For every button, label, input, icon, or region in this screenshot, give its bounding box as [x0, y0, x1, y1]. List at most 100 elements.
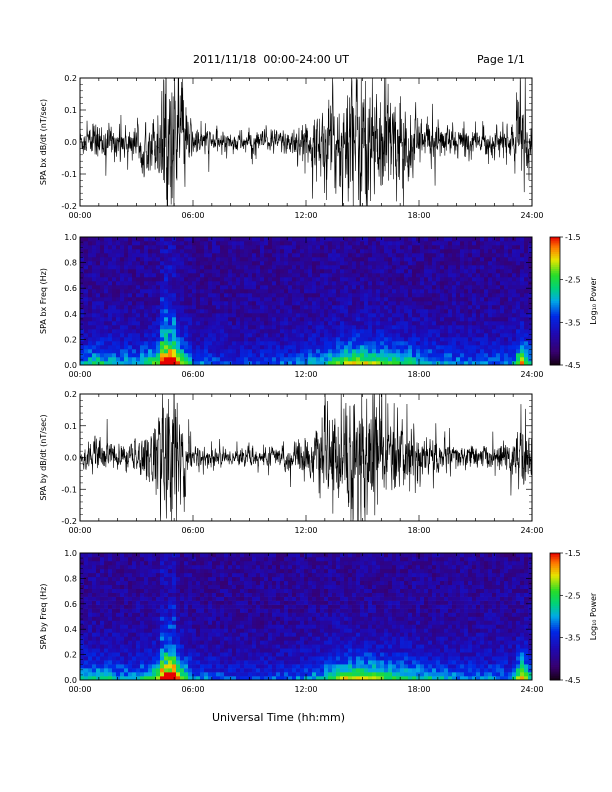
- spectrogram-cell: [288, 253, 293, 258]
- spectrogram-cell: [196, 564, 201, 570]
- spectrogram-cell: [104, 584, 109, 590]
- spectrogram-cell: [312, 241, 317, 246]
- spectrogram-cell: [236, 345, 241, 350]
- spectrogram-cell: [468, 277, 473, 282]
- spectrogram-cell: [336, 293, 341, 298]
- spectrogram-cell: [80, 628, 85, 633]
- spectrogram-cell: [432, 253, 437, 258]
- spectrogram-cell: [424, 273, 429, 278]
- spectrogram-cell: [180, 553, 185, 558]
- spectrogram-cell: [460, 289, 465, 294]
- spectrogram-cell: [124, 640, 129, 645]
- spectrogram-cell: [120, 261, 125, 266]
- spectrogram-cell: [320, 277, 325, 282]
- spectrogram-cell: [384, 305, 389, 310]
- spectrogram-cell: [116, 309, 121, 314]
- spectrogram-cell: [220, 265, 225, 270]
- spectrogram-cell: [488, 345, 493, 350]
- spectrogram-cell: [296, 237, 301, 242]
- spectrogram-cell: [264, 241, 269, 246]
- spectrogram-cell: [300, 329, 305, 334]
- spectrogram-cell: [148, 600, 153, 605]
- spectrogram-cell: [164, 632, 169, 637]
- spectrogram-cell: [132, 317, 137, 322]
- spectrogram-cell: [520, 237, 525, 242]
- spectrogram-cell: [120, 265, 125, 270]
- spectrogram-cell: [488, 321, 493, 326]
- spectrogram-cell: [444, 281, 449, 286]
- spectrogram-cell: [432, 341, 437, 346]
- spectrogram-cell: [336, 349, 341, 354]
- spectrogram-cell: [248, 341, 253, 346]
- spectrogram-cell: [412, 297, 417, 302]
- spectrogram-cell: [124, 553, 129, 558]
- spectrogram-cell: [340, 253, 345, 258]
- spectrogram-cell: [232, 325, 237, 330]
- spectrogram-cell: [336, 353, 341, 358]
- spectrogram-cell: [88, 237, 93, 242]
- spectrogram-cell: [176, 349, 181, 354]
- spectrogram-cell: [196, 353, 201, 358]
- spectrogram-cell: [284, 337, 289, 342]
- spectrogram-cell: [140, 588, 145, 593]
- spectrogram-cell: [456, 345, 461, 350]
- spectrogram-cell: [104, 325, 109, 330]
- spectrogram-cell: [108, 604, 113, 609]
- spectrogram-cell: [216, 293, 221, 298]
- spectrogram-cell: [472, 341, 477, 346]
- spectrogram-cell: [456, 301, 461, 306]
- spectrogram-cell: [152, 604, 157, 609]
- spectrogram-cell: [188, 237, 193, 242]
- spectrogram-cell: [404, 289, 409, 294]
- spectrogram-cell: [360, 277, 365, 282]
- spectrogram-cell: [108, 640, 113, 645]
- spectrogram-cell: [376, 277, 381, 282]
- spectrogram-cell: [80, 660, 85, 665]
- spectrogram-cell: [148, 337, 153, 342]
- spectrogram-cell: [112, 313, 117, 318]
- spectrogram-cell: [452, 253, 457, 258]
- spectrogram-cell: [336, 285, 341, 290]
- spectrogram-cell: [200, 353, 205, 358]
- spectrogram-cell: [480, 265, 485, 270]
- spectrogram-cell: [152, 357, 157, 362]
- spectrogram-cell: [168, 281, 173, 286]
- spectrogram-cell: [248, 357, 253, 362]
- spectrogram-cell: [136, 668, 141, 673]
- spectrogram-cell: [232, 313, 237, 318]
- spectrogram-cell: [84, 265, 89, 270]
- spectrogram-cell: [276, 301, 281, 306]
- spectrogram-cell: [236, 325, 241, 330]
- spectrogram-cell: [156, 277, 161, 282]
- spectrogram-cell: [88, 293, 93, 298]
- spectrogram-cell: [88, 612, 93, 617]
- spectrogram-cell: [516, 237, 521, 242]
- spectrogram-cell: [180, 289, 185, 294]
- spectrogram-cell: [424, 341, 429, 346]
- spectrogram-cell: [256, 269, 261, 274]
- spectrogram-cell: [360, 289, 365, 294]
- spectrogram-cell: [280, 345, 285, 350]
- spectrogram-cell: [204, 325, 209, 330]
- spectrogram-cell: [472, 277, 477, 282]
- spectrogram-cell: [328, 305, 333, 310]
- spectrogram-cell: [172, 353, 177, 358]
- spectrogram-cell: [156, 317, 161, 322]
- spectrogram-cell: [368, 305, 373, 310]
- spectrogram-cell: [176, 333, 181, 338]
- spectrogram-cell: [448, 261, 453, 266]
- spectrogram-cell: [516, 249, 521, 254]
- spectrogram-cell: [468, 293, 473, 298]
- spectrogram-cell: [96, 660, 101, 665]
- spectrogram-cell: [136, 241, 141, 246]
- spectrogram-cell: [524, 305, 529, 310]
- spectrogram-cell: [276, 357, 281, 362]
- spectrogram-cell: [100, 325, 105, 330]
- spectrogram-cell: [228, 273, 233, 278]
- spectrogram-cell: [80, 608, 85, 613]
- spectrogram-cell: [304, 309, 309, 314]
- spectrogram-cell: [408, 301, 413, 306]
- spectrogram-cell: [472, 301, 477, 306]
- spectrogram-cell: [388, 277, 393, 282]
- spectrogram-cell: [88, 640, 93, 645]
